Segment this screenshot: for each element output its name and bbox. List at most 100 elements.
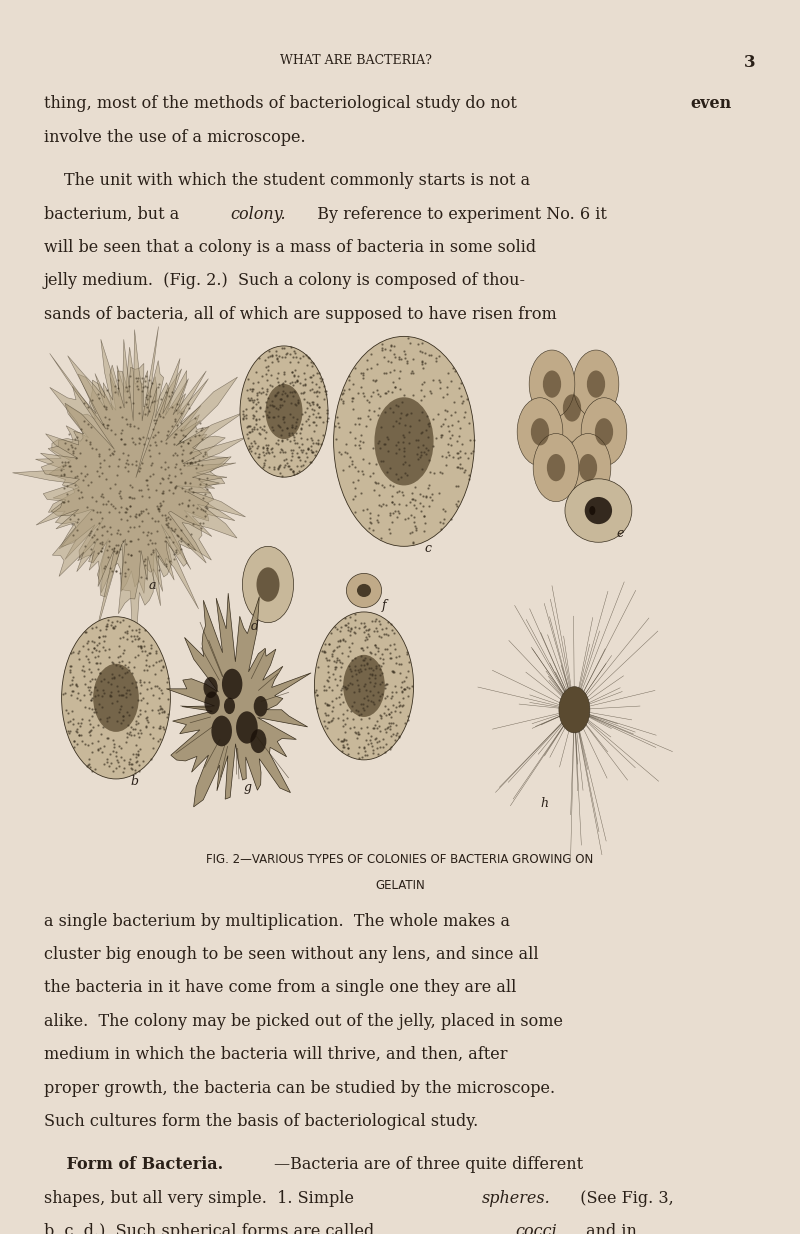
- Point: [123, 376, 136, 396]
- Point: [296, 384, 309, 404]
- Point: [286, 417, 298, 437]
- Point: [134, 429, 146, 449]
- Point: [138, 555, 151, 575]
- Point: [119, 453, 132, 473]
- Point: [64, 510, 77, 529]
- Point: [79, 429, 92, 449]
- Point: [286, 373, 298, 392]
- Point: [371, 505, 384, 524]
- Point: [363, 453, 376, 473]
- Point: [83, 677, 96, 697]
- Point: [121, 680, 134, 700]
- Point: [126, 664, 139, 684]
- Point: [434, 427, 447, 447]
- Point: [99, 397, 112, 417]
- Point: [402, 433, 415, 453]
- Point: [113, 665, 126, 685]
- Point: [134, 670, 147, 690]
- Point: [250, 408, 262, 428]
- Point: [418, 506, 430, 526]
- Point: [97, 737, 110, 756]
- Point: [447, 359, 460, 379]
- Point: [390, 434, 402, 454]
- Point: [330, 653, 342, 673]
- Point: [394, 408, 406, 428]
- Point: [258, 453, 271, 473]
- Point: [148, 410, 161, 429]
- Point: [108, 618, 121, 638]
- Point: [286, 441, 299, 460]
- Point: [277, 408, 290, 428]
- Point: [281, 418, 294, 438]
- Point: [141, 679, 154, 698]
- Point: [387, 336, 400, 355]
- Point: [140, 710, 153, 729]
- Point: [274, 390, 287, 410]
- Point: [150, 411, 162, 431]
- Point: [140, 394, 153, 413]
- Point: [114, 685, 127, 705]
- Point: [415, 350, 428, 370]
- Point: [85, 473, 98, 492]
- Circle shape: [531, 418, 549, 445]
- Point: [166, 484, 179, 503]
- Point: [56, 453, 69, 473]
- Point: [312, 397, 325, 417]
- Point: [125, 626, 138, 645]
- Point: [371, 433, 384, 453]
- Point: [425, 346, 438, 365]
- Point: [334, 670, 347, 690]
- Point: [244, 438, 257, 458]
- Point: [420, 438, 433, 458]
- Point: [452, 426, 465, 445]
- Point: [388, 633, 401, 653]
- Point: [341, 708, 354, 728]
- Point: [421, 406, 434, 426]
- Point: [390, 697, 402, 717]
- Point: [94, 663, 106, 682]
- Point: [130, 735, 142, 755]
- Point: [344, 673, 357, 692]
- Point: [265, 365, 278, 385]
- Point: [422, 428, 434, 448]
- Point: [348, 622, 361, 642]
- Point: [395, 673, 408, 692]
- Point: [162, 668, 174, 687]
- Point: [105, 686, 118, 706]
- Point: [337, 710, 350, 729]
- Point: [242, 387, 254, 407]
- Point: [82, 639, 94, 659]
- Point: [318, 389, 330, 408]
- Point: [391, 469, 404, 489]
- Point: [242, 428, 254, 448]
- Point: [62, 712, 74, 732]
- Point: [278, 338, 290, 358]
- Point: [148, 412, 161, 432]
- Point: [113, 539, 126, 559]
- Point: [350, 670, 363, 690]
- Point: [92, 543, 105, 563]
- Point: [185, 524, 198, 544]
- Point: [101, 615, 114, 634]
- Point: [99, 407, 112, 427]
- Point: [293, 448, 306, 468]
- Point: [364, 649, 377, 669]
- Point: [103, 648, 116, 668]
- Point: [174, 436, 187, 455]
- Point: [78, 661, 90, 681]
- Point: [346, 389, 359, 408]
- Point: [134, 671, 147, 691]
- Point: [92, 659, 105, 679]
- Point: [379, 434, 392, 454]
- Point: [118, 750, 130, 770]
- Point: [293, 437, 306, 457]
- Point: [260, 364, 273, 384]
- Point: [135, 642, 148, 661]
- Point: [278, 364, 291, 384]
- Point: [139, 717, 152, 737]
- Point: [370, 370, 382, 390]
- Point: [322, 696, 334, 716]
- Point: [113, 502, 126, 522]
- Point: [124, 517, 137, 537]
- Point: [80, 497, 93, 517]
